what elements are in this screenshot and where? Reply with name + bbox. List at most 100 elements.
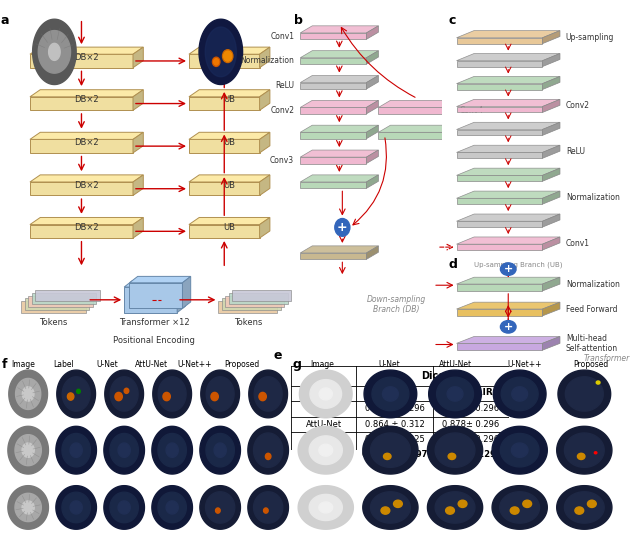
FancyBboxPatch shape [218, 301, 277, 312]
Polygon shape [205, 492, 235, 523]
Polygon shape [118, 443, 131, 458]
Polygon shape [366, 26, 378, 39]
Polygon shape [372, 377, 409, 411]
Polygon shape [298, 426, 353, 474]
Polygon shape [456, 198, 543, 204]
Polygon shape [300, 175, 378, 182]
Polygon shape [456, 145, 560, 152]
Polygon shape [366, 100, 378, 114]
Polygon shape [22, 387, 34, 401]
Polygon shape [300, 33, 366, 39]
Polygon shape [300, 132, 366, 139]
Circle shape [383, 453, 391, 460]
Polygon shape [456, 191, 560, 198]
Text: b: b [294, 14, 303, 27]
Text: Down-sampling
Branch (DB): Down-sampling Branch (DB) [367, 295, 426, 314]
Polygon shape [189, 47, 270, 54]
Polygon shape [500, 492, 540, 523]
Polygon shape [456, 343, 543, 350]
Circle shape [448, 453, 456, 460]
Polygon shape [445, 125, 457, 139]
Polygon shape [456, 221, 543, 227]
Text: UB: UB [223, 181, 236, 189]
Polygon shape [300, 100, 378, 108]
FancyBboxPatch shape [32, 293, 97, 304]
Polygon shape [110, 492, 138, 523]
Text: Proposed: Proposed [301, 450, 346, 459]
Polygon shape [30, 97, 133, 110]
Polygon shape [205, 27, 236, 76]
Polygon shape [456, 76, 560, 84]
Text: 0.864 ± 0.312: 0.864 ± 0.312 [365, 420, 424, 429]
Circle shape [588, 500, 596, 507]
Text: U-Net: U-Net [312, 405, 336, 413]
Polygon shape [511, 443, 528, 458]
Text: Conv1: Conv1 [270, 32, 294, 40]
Polygon shape [456, 152, 543, 158]
Polygon shape [445, 100, 457, 114]
Polygon shape [447, 387, 463, 401]
Polygon shape [177, 281, 186, 312]
Polygon shape [565, 377, 604, 411]
Polygon shape [118, 501, 131, 514]
Polygon shape [383, 387, 398, 401]
Polygon shape [260, 132, 270, 153]
Polygon shape [309, 494, 342, 520]
Polygon shape [15, 435, 42, 466]
Text: 0.895± 0.296: 0.895± 0.296 [439, 450, 502, 459]
Polygon shape [366, 75, 378, 89]
Circle shape [394, 500, 403, 507]
Circle shape [124, 388, 129, 394]
Polygon shape [456, 122, 560, 129]
Polygon shape [543, 31, 560, 44]
Polygon shape [62, 492, 90, 523]
Polygon shape [557, 486, 612, 529]
Text: ReLU: ReLU [275, 81, 294, 90]
Circle shape [264, 508, 268, 513]
Polygon shape [456, 309, 543, 316]
Circle shape [211, 393, 218, 401]
Polygon shape [70, 443, 83, 458]
Text: T1 CE: T1 CE [380, 388, 409, 397]
Polygon shape [62, 377, 90, 411]
Circle shape [523, 500, 532, 507]
Polygon shape [543, 54, 560, 67]
Polygon shape [378, 132, 445, 139]
Circle shape [335, 218, 350, 236]
Polygon shape [436, 377, 474, 411]
Text: 0.857 ± 0.325: 0.857 ± 0.325 [365, 435, 424, 444]
Text: 0.880± 0.296: 0.880± 0.296 [442, 435, 499, 444]
Text: a: a [1, 14, 9, 27]
Circle shape [115, 393, 122, 401]
Text: Image: Image [310, 360, 335, 369]
Text: Transformer: Transformer [584, 354, 630, 363]
Polygon shape [456, 54, 560, 61]
Text: Conv1: Conv1 [566, 239, 590, 248]
Polygon shape [456, 129, 543, 135]
Text: U-Net++: U-Net++ [178, 360, 212, 369]
Polygon shape [366, 150, 378, 164]
Polygon shape [15, 493, 42, 521]
Polygon shape [428, 486, 483, 529]
Text: d: d [449, 258, 458, 271]
Polygon shape [456, 38, 543, 44]
Text: Conv2: Conv2 [566, 102, 590, 110]
Text: DB×2: DB×2 [74, 138, 99, 147]
FancyBboxPatch shape [28, 295, 93, 307]
Polygon shape [366, 246, 378, 259]
Polygon shape [166, 443, 179, 458]
Text: Feed Forward: Feed Forward [566, 305, 618, 313]
FancyBboxPatch shape [229, 293, 288, 304]
Text: Label: Label [54, 360, 74, 369]
Polygon shape [309, 436, 342, 465]
Polygon shape [22, 443, 35, 458]
Polygon shape [33, 19, 76, 85]
Polygon shape [30, 47, 143, 54]
Polygon shape [557, 426, 612, 474]
Circle shape [577, 453, 585, 460]
Text: Normalization: Normalization [566, 193, 620, 202]
Text: DB×2: DB×2 [74, 53, 99, 62]
Polygon shape [456, 106, 543, 112]
Polygon shape [543, 336, 560, 350]
Polygon shape [363, 426, 418, 474]
